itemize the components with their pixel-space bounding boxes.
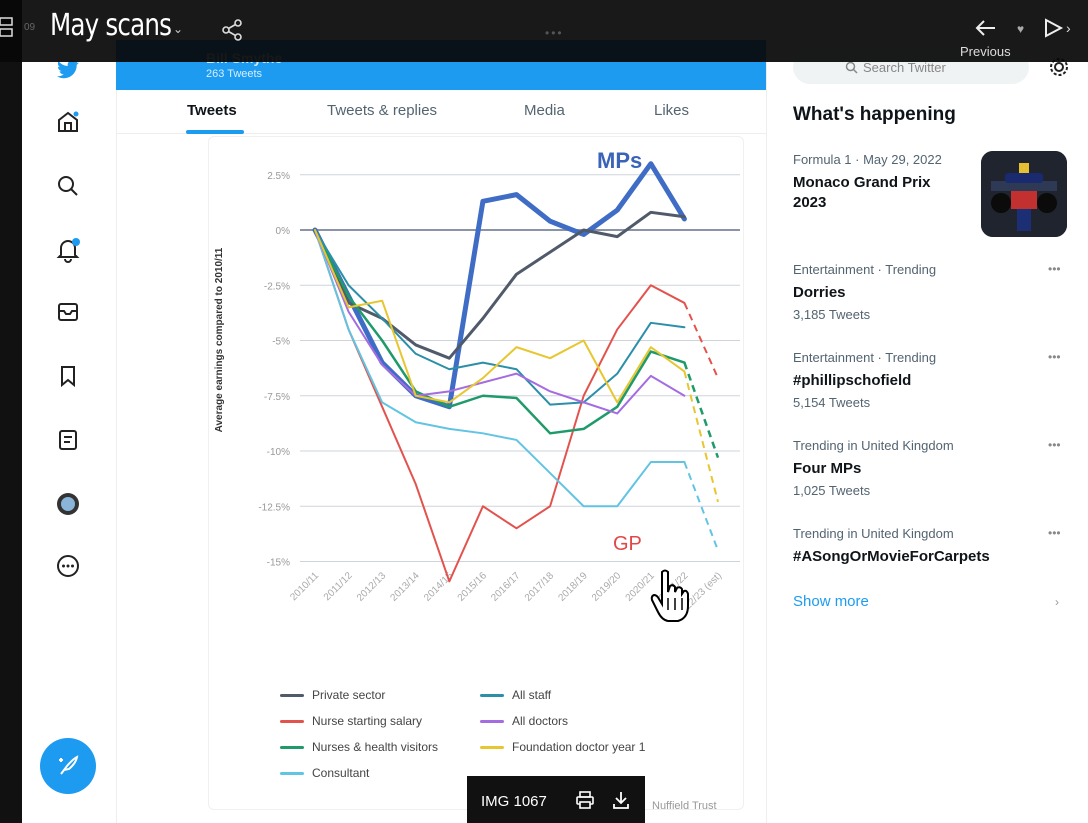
more-icon[interactable] <box>54 552 82 580</box>
trend-item[interactable]: Entertainment · Trending ••• #phillipsch… <box>793 350 1061 410</box>
trend-meta: Formula 1 · May 29, 2022 <box>793 152 942 167</box>
chevron-right-icon[interactable]: › <box>1066 20 1071 36</box>
legend-swatch <box>480 719 504 723</box>
chart-source: Nuffield Trust <box>652 800 717 812</box>
trend-count: 5,154 Tweets <box>793 395 871 410</box>
legend-swatch <box>280 771 304 775</box>
legend-label: Nurse starting salary <box>312 714 423 728</box>
hand-cursor-icon <box>650 569 689 622</box>
trend-topic: Dorries <box>793 284 846 301</box>
print-icon[interactable] <box>575 790 595 810</box>
trend-meta: Entertainment · Trending <box>793 262 937 277</box>
legend-label: All doctors <box>512 714 569 728</box>
column-divider-right <box>766 40 767 823</box>
legend-label: Nurses & health visitors <box>312 740 439 754</box>
more-options-icon[interactable]: ••• <box>1048 262 1061 276</box>
search-icon[interactable] <box>54 172 82 200</box>
legend-swatch <box>280 719 304 723</box>
search-placeholder: Search Twitter <box>863 60 946 75</box>
legend-label: All staff <box>512 688 552 702</box>
legend-swatch <box>280 693 304 697</box>
legend-label: Consultant <box>312 766 370 780</box>
tiny-label: 09 <box>24 22 36 33</box>
column-divider-left <box>116 40 117 823</box>
trend-topic: Four MPs <box>793 460 862 477</box>
more-options-icon[interactable]: ••• <box>1048 350 1061 364</box>
active-tab-indicator <box>186 130 244 134</box>
legend-item: Private sector <box>280 688 385 702</box>
notifications-icon[interactable] <box>54 236 82 264</box>
arrow-left-icon[interactable] <box>974 16 998 40</box>
trend-item[interactable]: Trending in United Kingdom ••• #ASongOrM… <box>793 526 1061 567</box>
chevron-down-icon[interactable]: ⌄ <box>173 22 184 36</box>
image-toolbar: IMG 1067 <box>467 776 645 823</box>
heart-icon[interactable]: ♥ <box>1017 22 1025 36</box>
legend-swatch <box>480 693 504 697</box>
share-icon[interactable] <box>220 18 244 42</box>
trend-item[interactable]: Formula 1 · May 29, 2022 Monaco Grand Pr… <box>793 152 1053 213</box>
tab-tweets-replies[interactable]: Tweets & replies <box>327 102 438 119</box>
whats-happening-heading: What's happening <box>793 104 956 125</box>
trend-item[interactable]: Trending in United Kingdom ••• Four MPs … <box>793 438 1061 498</box>
trend-topic: Monaco Grand Prix 2023 <box>793 174 931 211</box>
chevron-right-icon[interactable]: › <box>1055 595 1059 609</box>
profile-tweet-count: 263 Tweets <box>206 68 263 80</box>
legend-label: Foundation doctor year 1 <box>512 740 646 754</box>
chart-legend: Private sector Nurse starting salary Nurse… <box>280 684 700 788</box>
trend-topic: #phillipschofield <box>793 372 912 389</box>
legend-label: Private sector <box>312 688 386 702</box>
legend-item: Consultant <box>280 766 369 780</box>
more-options-icon[interactable]: ••• <box>1048 526 1061 540</box>
tab-media[interactable]: Media <box>524 102 565 119</box>
trend-item[interactable]: Entertainment · Trending ••• Dorries 3,1… <box>793 262 1061 322</box>
legend-item: All doctors <box>480 714 568 728</box>
legend-item: Foundation doctor year 1 <box>480 740 645 754</box>
twitter-logo-icon[interactable] <box>54 56 82 84</box>
lists-icon[interactable] <box>54 426 82 454</box>
previous-label[interactable]: Previous <box>960 44 1011 59</box>
grid-icon[interactable] <box>0 16 14 38</box>
tab-tweets[interactable]: Tweets <box>187 102 237 119</box>
legend-item: Nurse starting salary <box>280 714 422 728</box>
compose-tweet-button[interactable] <box>40 738 96 794</box>
profile-tabs: Tweets Tweets & replies Media Likes <box>116 90 766 134</box>
feather-icon <box>59 755 79 775</box>
bookmark-icon[interactable] <box>54 362 82 390</box>
image-name: IMG 1067 <box>481 793 547 810</box>
legend-swatch <box>480 745 504 749</box>
tab-likes[interactable]: Likes <box>654 102 690 119</box>
album-title[interactable]: May scans <box>50 8 172 43</box>
search-icon <box>845 61 858 74</box>
trend-topic: #ASongOrMovieForCarpets <box>793 548 990 565</box>
drag-handle-icon[interactable]: ••• <box>545 26 564 40</box>
messages-icon[interactable] <box>54 298 82 326</box>
play-icon[interactable] <box>1042 17 1064 39</box>
trend-meta: Entertainment · Trending <box>793 350 937 365</box>
show-more-link[interactable]: Show more <box>793 593 869 610</box>
trend-meta: Trending in United Kingdom <box>793 526 954 541</box>
legend-item: All staff <box>480 688 551 702</box>
home-icon[interactable] <box>54 108 82 136</box>
profile-icon[interactable] <box>54 490 82 518</box>
more-options-icon[interactable]: ••• <box>1048 438 1061 452</box>
legend-swatch <box>280 745 304 749</box>
trend-meta: Trending in United Kingdom <box>793 438 954 453</box>
trend-count: 3,185 Tweets <box>793 307 871 322</box>
formula1-thumbnail[interactable] <box>981 151 1067 237</box>
legend-item: Nurses & health visitors <box>280 740 438 754</box>
viewer-topbar: 09 May scans ⌄ ••• Previous ♥ › <box>0 0 1088 62</box>
download-icon[interactable] <box>611 790 631 810</box>
trend-count: 1,025 Tweets <box>793 483 871 498</box>
